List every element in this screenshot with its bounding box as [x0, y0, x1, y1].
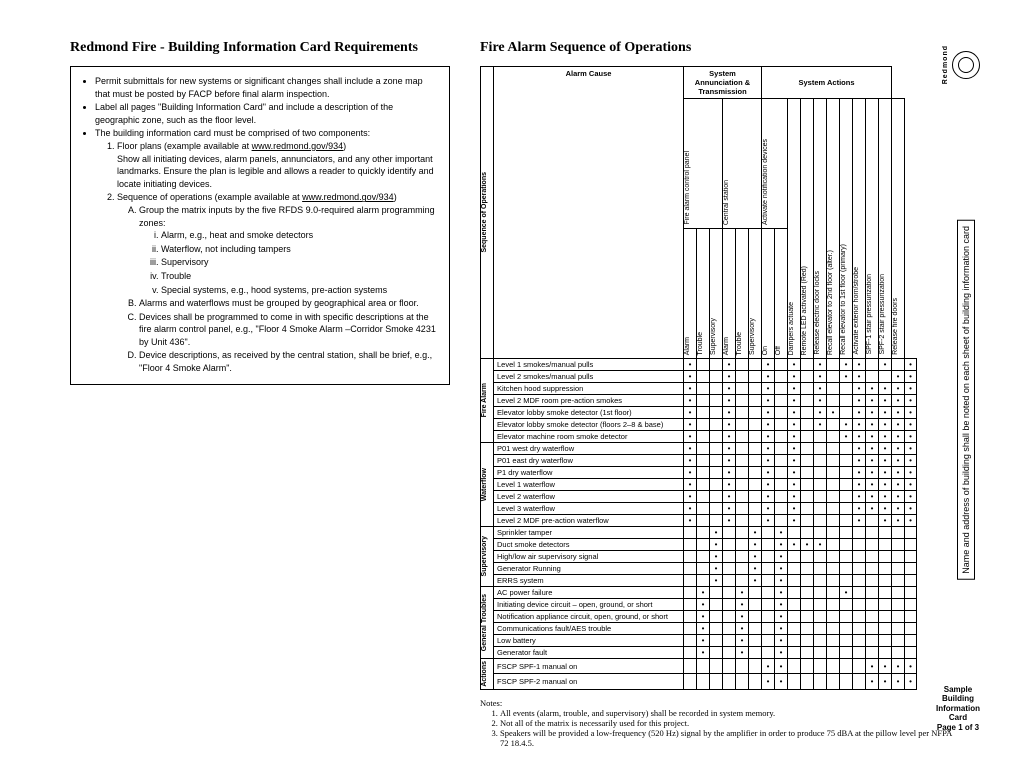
notes-section: Notes: All events (alarm, trouble, and s…: [480, 698, 960, 748]
roman-item: Special systems, e.g., hood systems, pre…: [161, 284, 439, 297]
roman-item: Waterflow, not including tampers: [161, 243, 439, 256]
letter-item: Device descriptions, as received by the …: [139, 349, 439, 374]
matrix-row-label: Notification appliance circuit, open, gr…: [494, 611, 684, 623]
matrix-row-label: High/low air supervisory signal: [494, 551, 684, 563]
matrix-row-label: Level 2 MDF pre-action waterflow: [494, 515, 684, 527]
matrix-row-label: Level 1 smokes/manual pulls: [494, 359, 684, 371]
left-title: Redmond Fire - Building Information Card…: [70, 40, 450, 56]
num-item: Sequence of operations (example availabl…: [117, 191, 439, 374]
matrix-row-label: Level 1 waterflow: [494, 479, 684, 491]
bullet: The building information card must be co…: [95, 127, 439, 374]
matrix-row-label: Low battery: [494, 635, 684, 647]
letter-item: Alarms and waterflows must be grouped by…: [139, 297, 439, 310]
matrix-row-label: ERRS system: [494, 575, 684, 587]
letter-item: Group the matrix inputs by the five RFDS…: [139, 204, 439, 296]
matrix-row-label: FSCP SPF-2 manual on: [494, 674, 684, 689]
matrix-row-label: Initiating device circuit – open, ground…: [494, 599, 684, 611]
matrix-row-label: Generator fault: [494, 647, 684, 659]
matrix-column: Fire Alarm Sequence of Operations Sequen…: [480, 40, 960, 748]
matrix-row-label: Level 2 MDF room pre-action smokes: [494, 395, 684, 407]
page-footer: Sample Building Information Card Page 1 …: [936, 685, 980, 733]
matrix-row-label: P01 west dry waterflow: [494, 443, 684, 455]
matrix-row-label: Elevator machine room smoke detector: [494, 431, 684, 443]
matrix-row-label: Kitchen hood suppression: [494, 383, 684, 395]
roman-item: Alarm, e.g., heat and smoke detectors: [161, 229, 439, 242]
matrix-row-label: Level 2 waterflow: [494, 491, 684, 503]
note-item: Speakers will be provided a low-frequenc…: [500, 728, 960, 748]
right-title: Fire Alarm Sequence of Operations: [480, 40, 960, 56]
matrix-row-label: Level 3 waterflow: [494, 503, 684, 515]
matrix-row-label: Communications fault/AES trouble: [494, 623, 684, 635]
matrix-row-label: AC power failure: [494, 587, 684, 599]
matrix-row-label: Elevator lobby smoke detector (1st floor…: [494, 407, 684, 419]
sequence-matrix: Sequence of OperationsAlarm CauseSystem …: [480, 66, 917, 690]
side-note: Name and address of building shall be no…: [957, 220, 975, 580]
num-item: Floor plans (example available at www.re…: [117, 140, 439, 190]
matrix-row-label: Generator Running: [494, 563, 684, 575]
roman-item: Supervisory: [161, 256, 439, 269]
notes-title: Notes:: [480, 698, 960, 708]
letter-item: Devices shall be programmed to come in w…: [139, 311, 439, 349]
bullet: Permit submittals for new systems or sig…: [95, 75, 439, 100]
requirements-column: Redmond Fire - Building Information Card…: [70, 40, 450, 748]
matrix-row-label: FSCP SPF-1 manual on: [494, 659, 684, 674]
note-item: Not all of the matrix is necessarily use…: [500, 718, 960, 728]
note-item: All events (alarm, trouble, and supervis…: [500, 708, 960, 718]
matrix-row-label: P01 east dry waterflow: [494, 455, 684, 467]
matrix-row-label: Duct smoke detectors: [494, 539, 684, 551]
matrix-row-label: Level 2 smokes/manual pulls: [494, 371, 684, 383]
roman-item: Trouble: [161, 270, 439, 283]
matrix-row-label: Sprinkler tamper: [494, 527, 684, 539]
bullet: Label all pages "Building Information Ca…: [95, 101, 439, 126]
matrix-row-label: Elevator lobby smoke detector (floors 2–…: [494, 419, 684, 431]
requirements-box: Permit submittals for new systems or sig…: [70, 66, 450, 385]
matrix-row-label: P1 dry waterflow: [494, 467, 684, 479]
